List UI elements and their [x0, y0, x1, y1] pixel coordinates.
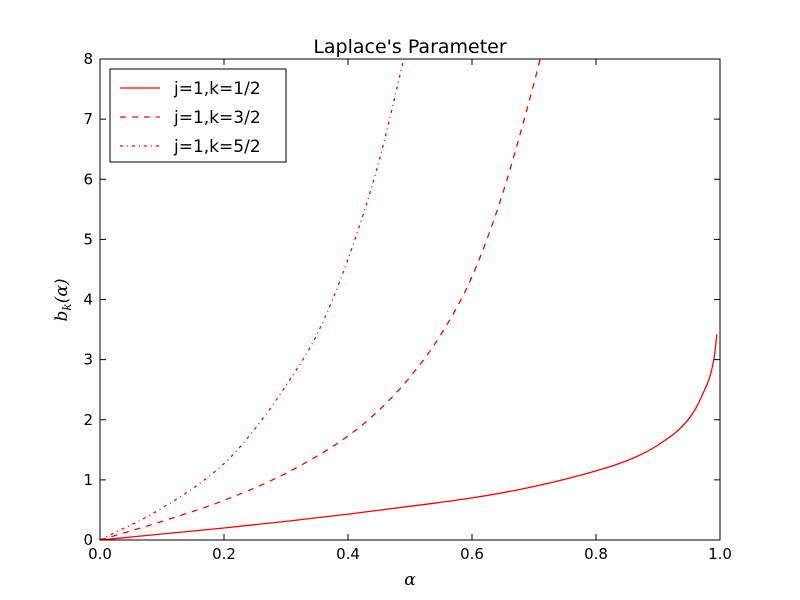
legend-label-2: j=1,k=3/2 [173, 108, 261, 128]
y-tick-label: 8 [83, 50, 93, 68]
tick-layer: 0.0 0.2 0.4 0.6 0.8 1.0 0 1 2 3 4 5 6 7 8 [83, 50, 731, 563]
y-tick-label: 2 [83, 411, 93, 429]
y-tick-label: 0 [83, 531, 93, 549]
series-layer [100, 59, 718, 540]
y-tick-label: 7 [83, 110, 93, 128]
plot-frame [99, 58, 721, 541]
y-tick-label: 5 [83, 230, 93, 248]
y-tick-label: 1 [83, 471, 93, 489]
y-tick-label: 4 [83, 291, 93, 309]
x-tick-label: 0.8 [584, 545, 608, 563]
x-tick-label: 0.4 [336, 545, 360, 563]
x-tick-label: 1.0 [708, 545, 732, 563]
series-line-1 [100, 334, 718, 540]
series-line-2 [100, 59, 541, 540]
legend: j=1,k=1/2 j=1,k=3/2 j=1,k=5/2 [109, 68, 287, 163]
legend-label-3: j=1,k=5/2 [173, 137, 261, 157]
x-axis-label: α [404, 570, 416, 590]
y-tick-label: 6 [83, 170, 93, 188]
x-tick-label: 0.0 [88, 545, 112, 563]
x-tick-label: 0.2 [212, 545, 236, 563]
legend-label-1: j=1,k=1/2 [173, 79, 261, 99]
y-axis-label: bk(α) [52, 279, 74, 322]
y-tick-label: 3 [83, 351, 93, 369]
x-tick-label: 0.6 [460, 545, 484, 563]
chart-title: Laplace's Parameter [313, 36, 507, 58]
